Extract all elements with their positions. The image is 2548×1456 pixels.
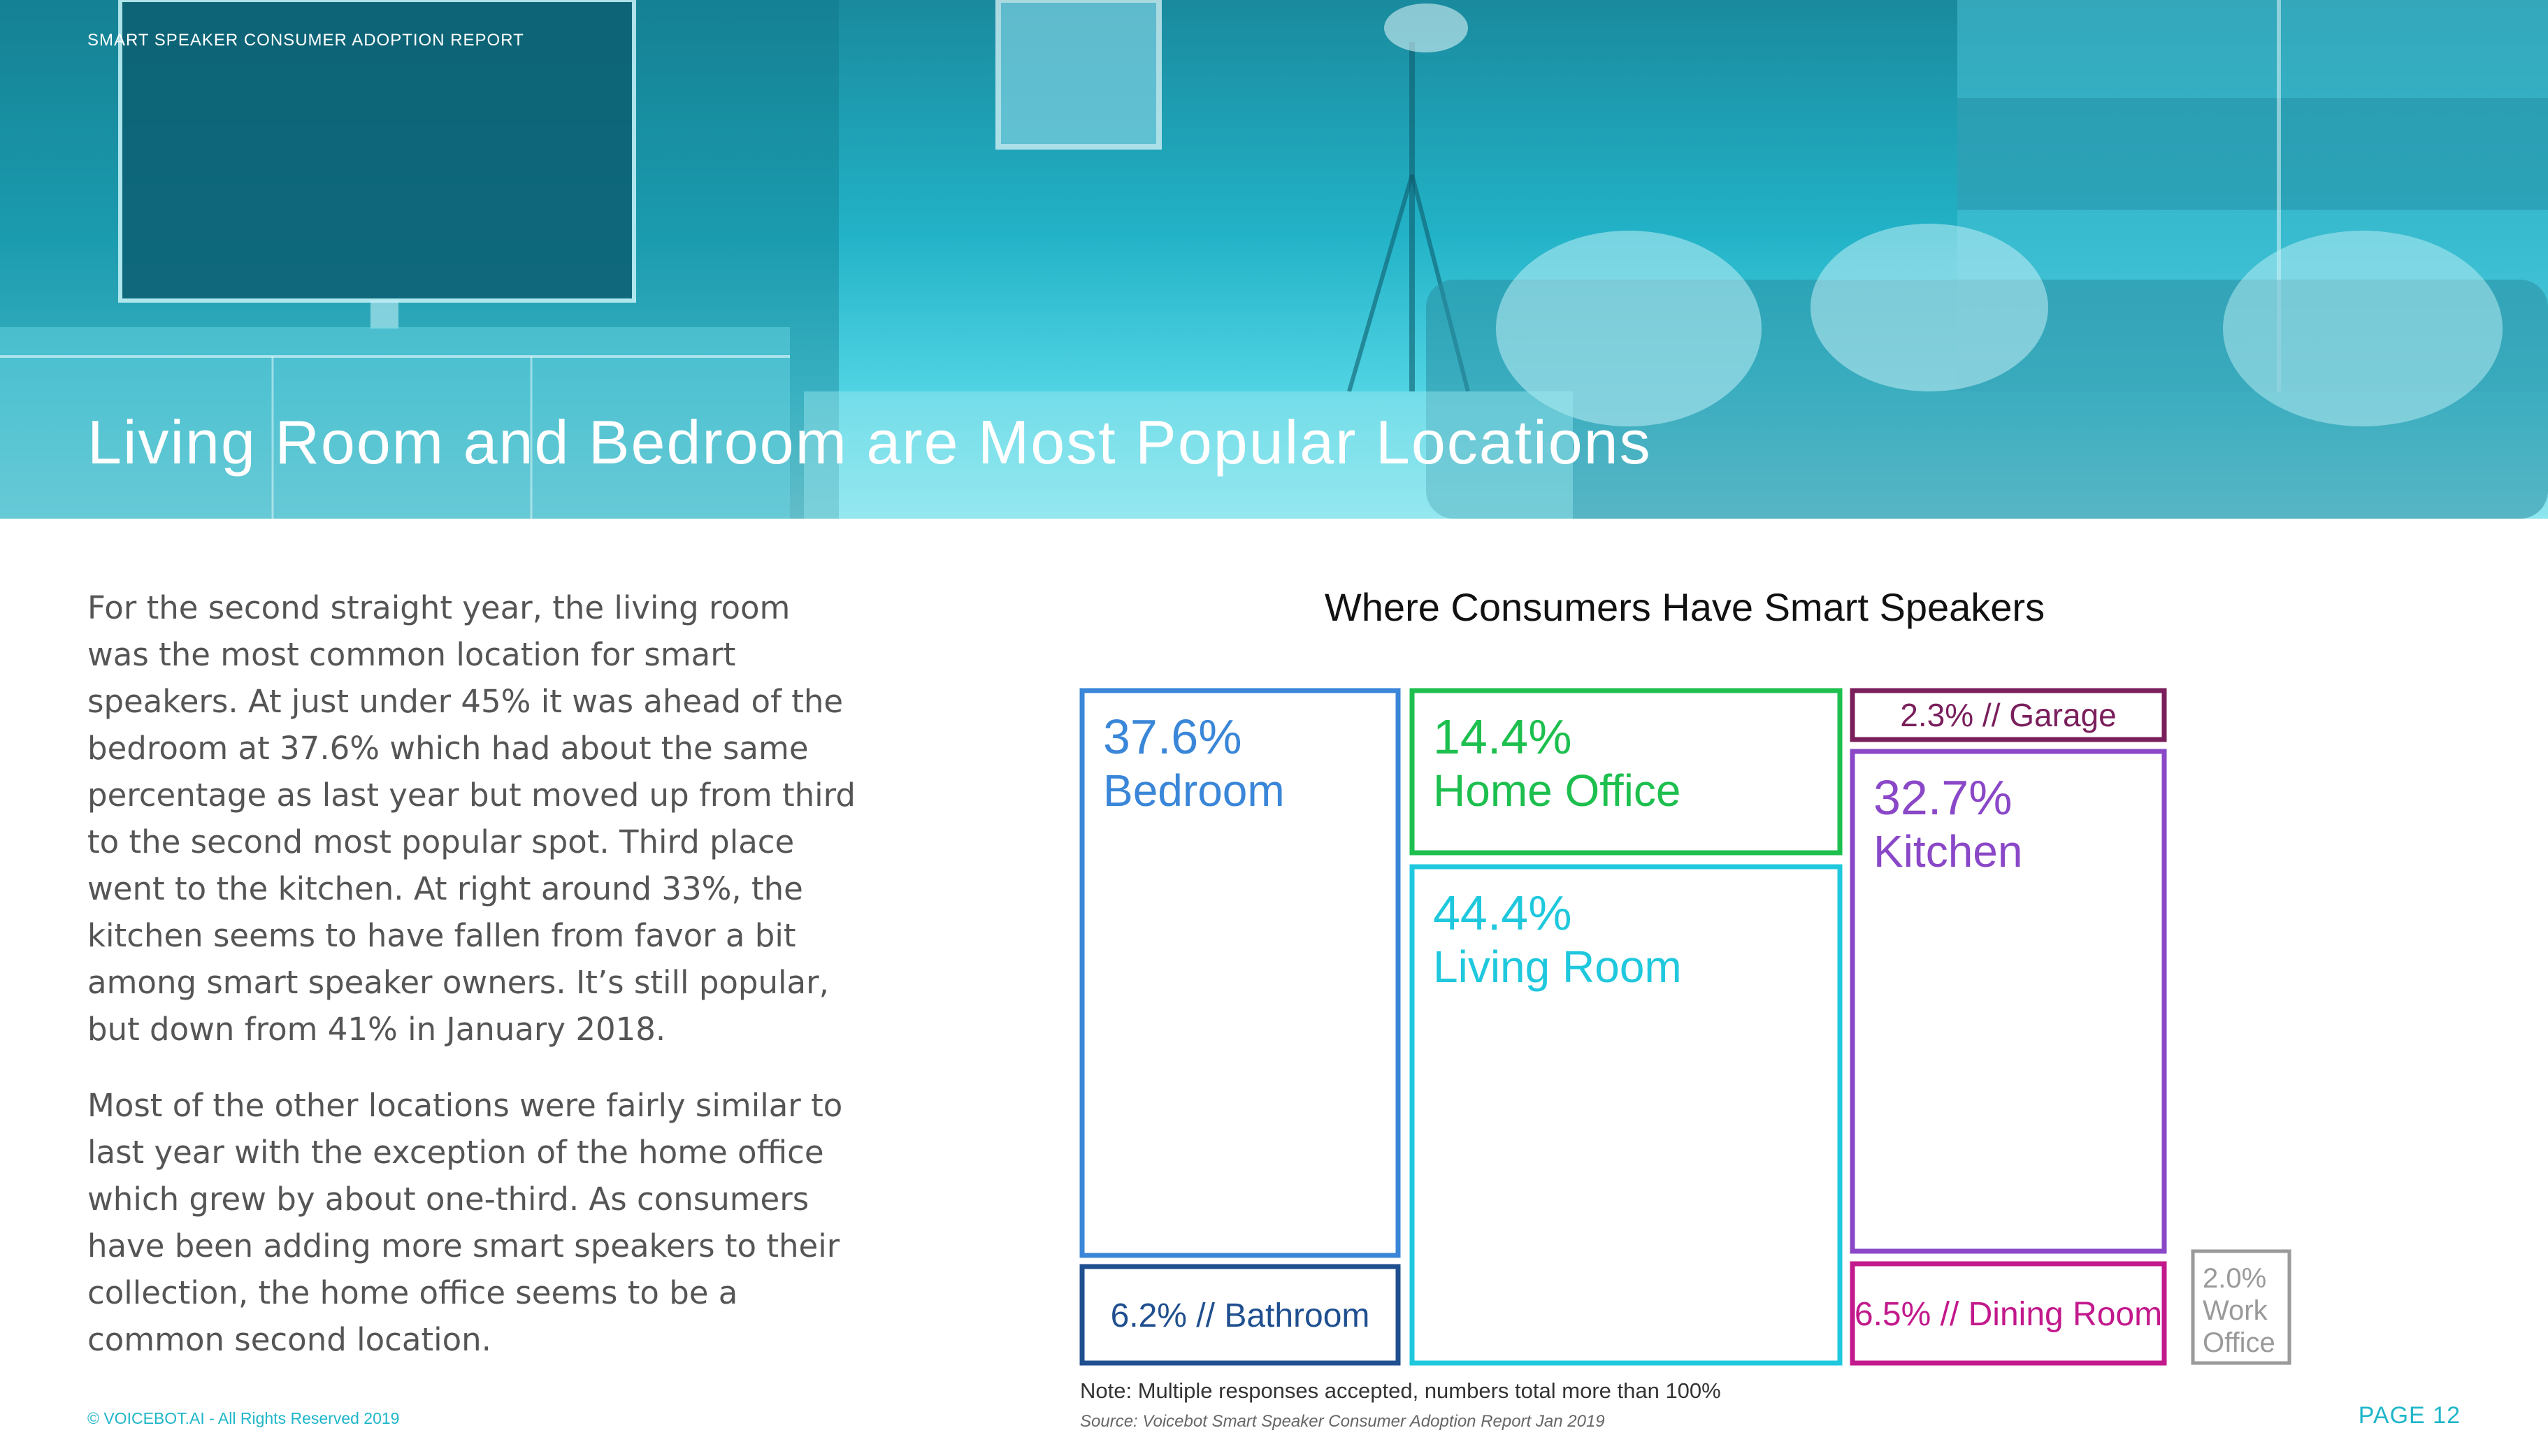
tile-bathroom-label: 6.2% // Bathroom bbox=[1111, 1297, 1370, 1334]
tile-dining-room-label: 6.5% // Dining Room bbox=[1855, 1296, 2162, 1333]
tile-home-office-box bbox=[1409, 688, 1843, 856]
tile-bedroom: 37.6%Bedroom bbox=[1079, 688, 1401, 1258]
living-room-photo bbox=[0, 0, 2548, 519]
tile-kitchen-label: Kitchen bbox=[1873, 826, 2022, 877]
tile-kitchen-box bbox=[1850, 749, 2167, 1254]
tile-bathroom-box bbox=[1079, 1264, 1401, 1366]
tile-garage-label: 2.3% // Garage bbox=[1900, 697, 2116, 733]
chart-source: Source: Voicebot Smart Speaker Consumer … bbox=[1080, 1412, 1605, 1431]
tile-bedroom-value: 37.6% bbox=[1103, 709, 1241, 764]
tile-bedroom-label: Bedroom bbox=[1103, 765, 1285, 816]
tile-work-office-box bbox=[2191, 1249, 2291, 1365]
tile-kitchen: 32.7%Kitchen bbox=[1850, 749, 2167, 1254]
tile-living-room-value: 44.4% bbox=[1433, 886, 1571, 940]
hero-banner: SMART SPEAKER CONSUMER ADOPTION REPORT L… bbox=[0, 0, 2548, 519]
chart-title: Where Consumers Have Smart Speakers bbox=[1324, 585, 2045, 629]
tile-living-room-box bbox=[1409, 864, 1843, 1366]
tile-work-office-line-1: 2.0% bbox=[2203, 1263, 2266, 1294]
tile-living-room: 44.4%Living Room bbox=[1409, 864, 1843, 1366]
tile-dining-room: 6.5% // Dining Room bbox=[1850, 1261, 2167, 1366]
tile-home-office-value: 14.4% bbox=[1433, 709, 1571, 764]
tile-work-office-line-2: Work bbox=[2203, 1295, 2268, 1326]
tile-garage: 2.3% // Garage bbox=[1850, 688, 2167, 742]
report-title: SMART SPEAKER CONSUMER ADOPTION REPORT bbox=[87, 31, 524, 50]
tile-garage-box bbox=[1850, 688, 2167, 742]
tile-bedroom-box bbox=[1079, 688, 1401, 1258]
page-number: PAGE 12 bbox=[2358, 1402, 2461, 1429]
tile-work-office-line-3: Office bbox=[2203, 1327, 2275, 1358]
tile-dining-room-box bbox=[1850, 1261, 2167, 1366]
intro-text: For the second straight year, the living… bbox=[87, 584, 856, 1392]
footer-copyright: © VOICEBOT.AI - All Rights Reserved 2019 bbox=[87, 1409, 400, 1427]
intro-paragraph-1: For the second straight year, the living… bbox=[87, 589, 856, 1048]
chart-note: Note: Multiple responses accepted, numbe… bbox=[1080, 1378, 1721, 1403]
tile-bathroom: 6.2% // Bathroom bbox=[1079, 1264, 1401, 1366]
tile-home-office-label: Home Office bbox=[1433, 765, 1681, 816]
tile-kitchen-value: 32.7% bbox=[1873, 770, 2012, 825]
intro-paragraph-2: Most of the other locations were fairly … bbox=[87, 1087, 843, 1358]
tile-home-office: 14.4%Home Office bbox=[1409, 688, 1843, 856]
tile-living-room-label: Living Room bbox=[1433, 942, 1682, 992]
page-title: Living Room and Bedroom are Most Popular… bbox=[87, 408, 1652, 477]
